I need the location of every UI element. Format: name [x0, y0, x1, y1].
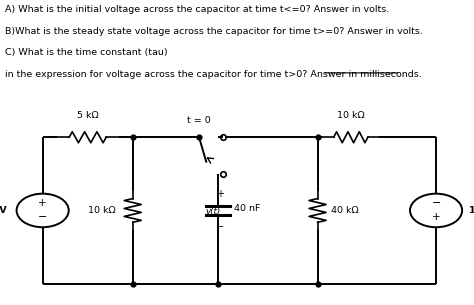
Text: B)What is the steady state voltage across the capacitor for time t>=0? Answer in: B)What is the steady state voltage acros… [5, 27, 423, 36]
Text: A) What is the initial voltage across the capacitor at time t<=0? Answer in volt: A) What is the initial voltage across th… [5, 5, 389, 14]
Text: t = 0: t = 0 [187, 116, 211, 125]
Text: C) What is the time constant (tau): C) What is the time constant (tau) [5, 48, 167, 58]
Text: +: + [432, 213, 440, 222]
Text: v(t): v(t) [205, 207, 220, 217]
Text: +: + [216, 189, 224, 199]
Text: −: − [216, 222, 224, 232]
Text: −: − [38, 213, 47, 222]
Text: +: + [38, 199, 47, 208]
Text: 100 V: 100 V [469, 206, 474, 215]
Text: in the expression for voltage across the capacitor for time t>0? Answer in milli: in the expression for voltage across the… [5, 70, 421, 80]
Text: 10 kΩ: 10 kΩ [337, 111, 365, 120]
Text: −: − [431, 199, 441, 208]
Text: 5 kΩ: 5 kΩ [77, 111, 99, 120]
Text: 40 nF: 40 nF [234, 204, 260, 214]
Text: 40 kΩ: 40 kΩ [331, 206, 359, 215]
Text: 10 kΩ: 10 kΩ [88, 206, 116, 215]
Text: 75 V: 75 V [0, 206, 7, 215]
